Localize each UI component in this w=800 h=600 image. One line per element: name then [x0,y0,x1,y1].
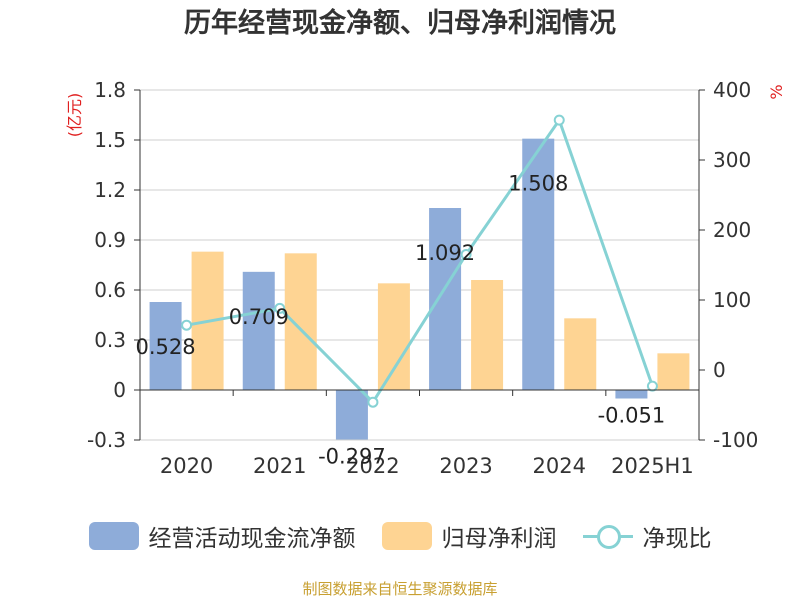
x-axis-tick-label: 2023 [439,454,492,478]
ratio-point [181,319,193,331]
ratio-line-path [186,116,654,405]
cashflow-bar [242,271,275,390]
cashflow-data-label: -0.051 [598,404,666,428]
left-axis-tick-label: -0.3 [87,428,126,452]
legend-item-cashflow[interactable]: 经营活动现金流净额 [88,519,356,553]
netprofit-bar [657,353,690,390]
left-axis-tick-label: 0.9 [94,228,126,252]
right-axis-tick-label: -100 [713,428,758,452]
right-axis-tick-label: 300 [713,148,751,172]
cashflow-bar [335,390,368,440]
left-axis-unit: (亿元) [65,93,84,138]
ratio-point [553,114,565,126]
cashflow-data-label: 1.508 [508,172,568,196]
right-axis-tick-label: 400 [713,78,751,102]
cashflow-data-label: -0.297 [318,445,386,469]
ratio-point [646,380,658,392]
cashflow-data-label: 1.092 [415,241,475,265]
netprofit-bar [564,318,597,390]
legend-label-ratio: 净现比 [642,526,712,552]
cashflow-bar [615,390,648,399]
left-axis-tick-label: 0.3 [94,328,126,352]
cashflow-bar [429,208,462,390]
x-axis-tick-label: 2020 [160,454,213,478]
data-source: 制图数据来自恒生聚源数据库 [302,580,498,598]
left-axis-tick-label: 0 [113,378,126,402]
chart-title: 历年经营现金净额、归母净利润情况 [184,7,616,39]
right-axis-tick-label: 200 [713,218,751,242]
legend-label-cashflow: 经营活动现金流净额 [148,526,356,552]
x-axis-tick-label: 2021 [253,454,306,478]
left-axis-tick-label: 1.8 [94,78,126,102]
legend-swatch-ratio [582,522,633,550]
grid-lines [140,89,699,441]
cashflow-bar [522,138,555,390]
legend-swatch-cashflow [88,522,139,550]
left-axis-tick-label: 1.5 [94,128,126,152]
legend: 经营活动现金流净额 归母净利润 净现比 [0,516,800,556]
x-axis-tick-label: 2025H1 [611,454,694,478]
left-axis-tick-label: 1.2 [94,178,126,202]
x-axis-tick-label: 2022 [346,454,399,478]
ratio-line [181,114,658,408]
cashflow-data-label: 0.528 [136,335,196,359]
x-axis-tick-label: 2024 [533,454,586,478]
legend-label-netprofit: 归母净利润 [441,526,557,552]
left-axis-tick-label: 0.6 [94,278,126,302]
netprofit-bar [471,280,504,390]
legend-item-ratio[interactable]: 净现比 [582,519,712,553]
right-axis-unit: % [767,84,786,99]
data-labels: 0.528 0.709 -0.297 1.092 1.508 -0.051 [136,172,666,469]
cashflow-bar [149,302,182,390]
legend-item-netprofit[interactable]: 归母净利润 [381,519,557,553]
netprofit-bar [284,253,317,390]
chart-svg: 历年经营现金净额、归母净利润情况 1.8 1.5 1.2 0.9 0.6 0.3 0 -0.3… [65,7,786,478]
legend-swatch-netprofit [381,522,432,550]
axes: 1.8 1.5 1.2 0.9 0.6 0.3 0 -0.3 400 300 200 100 0 -100… [87,78,758,478]
ratio-point [460,249,472,260]
cashflow-data-label: 0.709 [229,305,289,329]
netprofit-bar [377,283,410,390]
ratio-point [367,396,379,408]
right-axis-tick-label: 0 [713,358,726,382]
ratio-point [274,302,286,314]
right-axis-tick-label: 100 [713,288,751,312]
